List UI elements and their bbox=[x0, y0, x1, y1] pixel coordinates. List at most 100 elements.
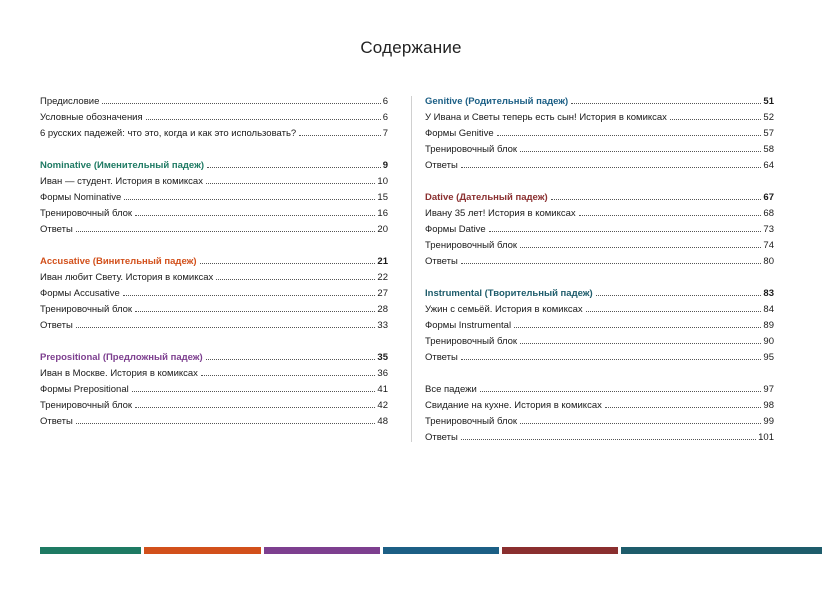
dot-leader bbox=[520, 247, 762, 248]
toc-entry-page-number: 73 bbox=[763, 224, 774, 235]
toc-section-heading[interactable]: Dative (Дательный падеж) 67 bbox=[425, 190, 774, 206]
toc-entry[interactable]: Тренировочный блок 99 bbox=[425, 414, 774, 430]
toc-entry-label: 6 русских падежей: что это, когда и как … bbox=[40, 128, 297, 139]
toc-entry-page-number: 33 bbox=[377, 320, 388, 331]
toc-entry-page-number: 22 bbox=[377, 272, 388, 283]
toc-entry[interactable]: Предисловие 6 bbox=[40, 94, 388, 110]
color-bar-accusative bbox=[144, 547, 261, 554]
toc-entry-label: Иван в Москве. История в комиксах bbox=[40, 368, 198, 379]
toc-entry[interactable]: Формы Dative 73 bbox=[425, 222, 774, 238]
dot-leader bbox=[75, 423, 376, 424]
dot-leader bbox=[520, 343, 762, 344]
toc-section-heading[interactable]: Accusative (Винительный падеж) 21 bbox=[40, 254, 388, 270]
toc-entry[interactable]: Формы Prepositional 41 bbox=[40, 382, 388, 398]
toc-entry-label: Все падежи bbox=[425, 384, 477, 395]
toc-entry[interactable]: Ответы 20 bbox=[40, 222, 388, 238]
toc-entry[interactable]: Ответы 95 bbox=[425, 350, 774, 366]
dot-leader bbox=[206, 167, 381, 168]
color-bar-dative bbox=[502, 547, 618, 554]
toc-heading-label: Accusative (Винительный падеж) bbox=[40, 256, 197, 267]
toc-entry-page-number: 99 bbox=[763, 416, 774, 427]
toc-heading-page-number: 9 bbox=[382, 160, 388, 171]
toc-group: Все падежи 97 Свидание на кухне. История в… bbox=[425, 382, 774, 446]
toc-entry-page-number: 41 bbox=[377, 384, 388, 395]
toc-heading-label: Prepositional (Предложный падеж) bbox=[40, 352, 203, 363]
toc-entry[interactable]: Тренировочный блок 28 bbox=[40, 302, 388, 318]
toc-entry[interactable]: Свидание на кухне. История в комиксах 98 bbox=[425, 398, 774, 414]
toc-entry[interactable]: Формы Accusative 27 bbox=[40, 286, 388, 302]
dot-leader bbox=[669, 119, 762, 120]
toc-entry-label: Тренировочный блок bbox=[40, 400, 133, 411]
dot-leader bbox=[488, 231, 762, 232]
dot-leader bbox=[135, 407, 376, 408]
toc-entry-label: Ивану 35 лет! История в комиксах bbox=[425, 208, 576, 219]
toc-entry[interactable]: Формы Instrumental 89 bbox=[425, 318, 774, 334]
dot-leader bbox=[124, 199, 376, 200]
dot-leader bbox=[460, 263, 762, 264]
dot-leader bbox=[460, 439, 757, 440]
toc-heading-label: Instrumental (Творительный падеж) bbox=[425, 288, 593, 299]
toc-entry[interactable]: Ответы 101 bbox=[425, 430, 774, 446]
toc-entry[interactable]: Тренировочный блок 42 bbox=[40, 398, 388, 414]
toc-entry-page-number: 27 bbox=[377, 288, 388, 299]
toc-entry[interactable]: Ответы 33 bbox=[40, 318, 388, 334]
dot-leader bbox=[460, 359, 762, 360]
toc-entry-page-number: 57 bbox=[763, 128, 774, 139]
toc-entry[interactable]: Тренировочный блок 16 bbox=[40, 206, 388, 222]
toc-entry-page-number: 48 bbox=[377, 416, 388, 427]
toc-entry-label: Ответы bbox=[40, 224, 73, 235]
dot-leader bbox=[604, 407, 762, 408]
toc-entry-label: Формы Instrumental bbox=[425, 320, 512, 331]
dot-leader bbox=[145, 119, 381, 120]
toc-entry[interactable]: Иван — студент. История в комиксах 10 bbox=[40, 174, 388, 190]
toc-entry[interactable]: Формы Genitive 57 bbox=[425, 126, 774, 142]
toc-entry[interactable]: Ответы 80 bbox=[425, 254, 774, 270]
toc-entry-page-number: 95 bbox=[763, 352, 774, 363]
toc-group: Prepositional (Предложный падеж) 35 Иван в… bbox=[40, 350, 388, 430]
toc-entry-page-number: 36 bbox=[377, 368, 388, 379]
toc-entry[interactable]: Ответы 48 bbox=[40, 414, 388, 430]
dot-leader bbox=[571, 103, 762, 104]
toc-entry[interactable]: Тренировочный блок 58 bbox=[425, 142, 774, 158]
toc-section-heading[interactable]: Nominative (Именительный падеж) 9 bbox=[40, 158, 388, 174]
page-title: Содержание bbox=[360, 38, 462, 57]
dot-leader bbox=[595, 295, 762, 296]
toc-entry[interactable]: Ужин с семьёй. История в комиксах 84 bbox=[425, 302, 774, 318]
toc-entry[interactable]: Иван в Москве. История в комиксах 36 bbox=[40, 366, 388, 382]
toc-entry[interactable]: Тренировочный блок 90 bbox=[425, 334, 774, 350]
toc-section-heading[interactable]: Genitive (Родительный падеж) 51 bbox=[425, 94, 774, 110]
toc-entry-label: Иван любит Свету. История в комиксах bbox=[40, 272, 214, 283]
toc-entry-label: Тренировочный блок bbox=[40, 208, 133, 219]
toc-entry-page-number: 90 bbox=[763, 336, 774, 347]
toc-entry-label: Ответы bbox=[425, 352, 458, 363]
toc-section-heading[interactable]: Prepositional (Предложный падеж) 35 bbox=[40, 350, 388, 366]
toc-entry[interactable]: Иван любит Свету. История в комиксах 22 bbox=[40, 270, 388, 286]
toc-entry-page-number: 64 bbox=[763, 160, 774, 171]
toc-entry-label: Тренировочный блок bbox=[40, 304, 133, 315]
toc-entry[interactable]: Ответы 64 bbox=[425, 158, 774, 174]
toc-entry-label: Ужин с семьёй. История в комиксах bbox=[425, 304, 583, 315]
toc-entry[interactable]: Ивану 35 лет! История в комиксах 68 bbox=[425, 206, 774, 222]
toc-entry[interactable]: Формы Nominative 15 bbox=[40, 190, 388, 206]
toc-entry[interactable]: Тренировочный блок 74 bbox=[425, 238, 774, 254]
toc-group: Accusative (Винительный падеж) 21 Иван люб… bbox=[40, 254, 388, 334]
toc-entry[interactable]: 6 русских падежей: что это, когда и как … bbox=[40, 126, 388, 142]
dot-leader bbox=[122, 295, 376, 296]
toc-entry[interactable]: У Ивана и Светы теперь есть сын! История… bbox=[425, 110, 774, 126]
column-divider bbox=[411, 96, 412, 442]
toc-group: Genitive (Родительный падеж) 51 У Ивана и … bbox=[425, 94, 774, 174]
toc-entry-page-number: 80 bbox=[763, 256, 774, 267]
toc-entry[interactable]: Условные обозначения 6 bbox=[40, 110, 388, 126]
dot-leader bbox=[479, 391, 762, 392]
toc-entry-label: Условные обозначения bbox=[40, 112, 143, 123]
toc-entry-page-number: 89 bbox=[763, 320, 774, 331]
toc-entry[interactable]: Все падежи 97 bbox=[425, 382, 774, 398]
toc-entry-page-number: 98 bbox=[763, 400, 774, 411]
toc-entry-page-number: 10 bbox=[377, 176, 388, 187]
dot-leader bbox=[585, 311, 762, 312]
toc-section-heading[interactable]: Instrumental (Творительный падеж) 83 bbox=[425, 286, 774, 302]
toc-entry-label: Формы Genitive bbox=[425, 128, 494, 139]
dot-leader bbox=[205, 359, 376, 360]
color-bar-instrumental bbox=[621, 547, 822, 554]
toc-right-column: Genitive (Родительный падеж) 51 У Ивана и … bbox=[425, 94, 774, 446]
